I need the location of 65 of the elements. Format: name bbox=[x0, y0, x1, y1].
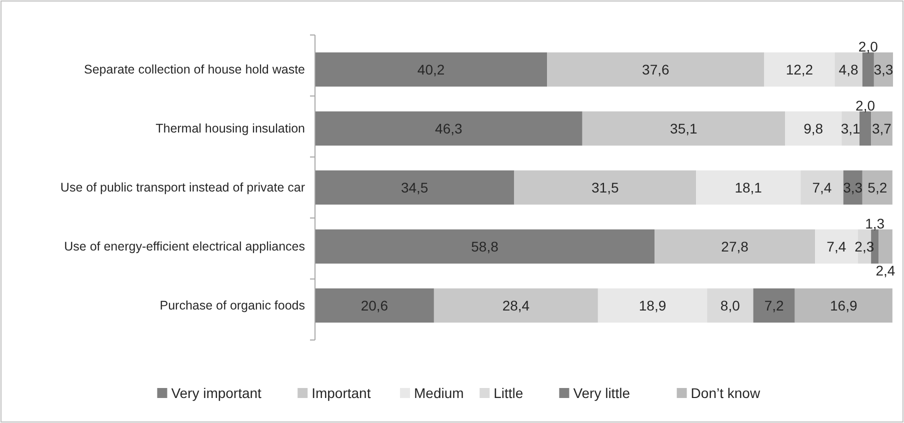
bar bbox=[862, 170, 892, 205]
data-label: 34,5 bbox=[400, 180, 428, 196]
data-label: 2,0 bbox=[858, 38, 878, 54]
bar bbox=[315, 288, 434, 323]
data-label: 2,3 bbox=[854, 238, 874, 254]
data-label: 7,4 bbox=[826, 238, 846, 254]
data-label: 8,0 bbox=[720, 298, 740, 314]
data-label: 28,4 bbox=[502, 298, 530, 314]
bar bbox=[654, 229, 816, 264]
data-label: 2,4 bbox=[876, 262, 896, 279]
bar bbox=[871, 111, 892, 146]
legend-label: Important bbox=[312, 385, 371, 401]
y-tick-label: Purchase of organic foods bbox=[160, 298, 305, 312]
data-label: 5,2 bbox=[868, 180, 888, 196]
data-label: 16,9 bbox=[830, 298, 858, 314]
data-label: 1,3 bbox=[865, 215, 885, 232]
bar bbox=[315, 170, 514, 205]
legend-label: Little bbox=[494, 385, 524, 401]
bar bbox=[860, 111, 872, 146]
data-label: 27,8 bbox=[721, 238, 749, 254]
data-label: 35,1 bbox=[670, 120, 698, 136]
data-label: 46,3 bbox=[435, 120, 463, 136]
data-label: 40,2 bbox=[417, 62, 445, 78]
data-label: 3,3 bbox=[843, 180, 863, 196]
data-label: 58,8 bbox=[471, 238, 499, 254]
data-label: 37,6 bbox=[642, 62, 670, 78]
y-tick-label: Thermal housing insulation bbox=[156, 122, 306, 136]
bar bbox=[794, 288, 892, 323]
data-label: 18,9 bbox=[638, 298, 666, 314]
data-label: 9,8 bbox=[804, 120, 824, 136]
bar bbox=[878, 229, 892, 264]
bar bbox=[315, 229, 655, 264]
bar bbox=[800, 170, 844, 205]
data-label: 7,2 bbox=[764, 298, 784, 314]
legend-label: Don’t know bbox=[690, 385, 761, 401]
data-label: 7,4 bbox=[812, 180, 832, 196]
data-label: 12,2 bbox=[786, 62, 814, 78]
legend-label: Very important bbox=[171, 385, 262, 401]
y-tick-label: Use of public transport instead of private car bbox=[60, 180, 305, 194]
bar bbox=[598, 288, 708, 323]
bar bbox=[764, 52, 835, 87]
data-label: 3,7 bbox=[872, 120, 892, 136]
bar bbox=[434, 288, 598, 323]
bar bbox=[582, 111, 786, 146]
bar bbox=[696, 170, 801, 205]
data-label: 3,3 bbox=[874, 62, 894, 78]
bar bbox=[547, 52, 764, 87]
legend-label: Very little bbox=[573, 385, 630, 401]
data-label: 2,0 bbox=[856, 97, 876, 114]
bar bbox=[315, 52, 548, 87]
bar bbox=[753, 288, 795, 323]
data-label: 31,5 bbox=[592, 180, 619, 196]
data-label: 18,1 bbox=[734, 180, 762, 196]
legend-label: Medium bbox=[414, 385, 464, 401]
bar bbox=[315, 111, 582, 146]
y-tick-label: Use of energy-efficient electrical appliances bbox=[64, 240, 305, 254]
bar bbox=[707, 288, 754, 323]
data-label: 3,1 bbox=[840, 120, 860, 136]
y-tick-label: Separate collection of house hold waste bbox=[84, 62, 306, 76]
bar bbox=[514, 170, 696, 205]
data-label: 4,8 bbox=[838, 62, 858, 78]
bar bbox=[862, 52, 874, 87]
data-label: 20,6 bbox=[360, 298, 388, 314]
bar bbox=[785, 111, 842, 146]
bar bbox=[834, 52, 862, 87]
